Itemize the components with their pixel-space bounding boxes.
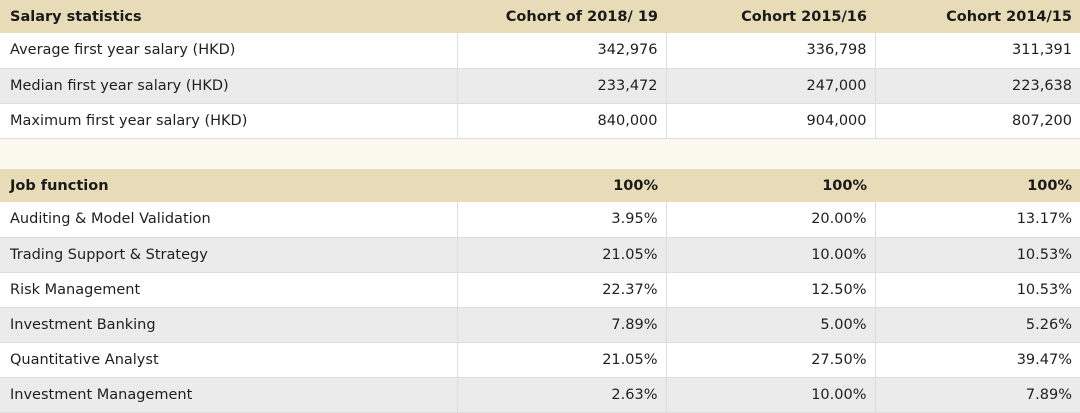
table-cell: 39.47% <box>874 342 1080 378</box>
column-header-cohort-2014-15: Cohort 2014/15 <box>946 8 1072 25</box>
table-cell: 21.05% <box>456 237 666 273</box>
table-cell: 223,638 <box>874 68 1080 104</box>
table-cell: 10.00% <box>665 237 875 273</box>
column-total-cohort-2014-15: 100% <box>1027 177 1072 194</box>
job-function-header-row: Job function 100% 100% 100% <box>0 169 1080 202</box>
table-cell: 5.26% <box>874 307 1080 343</box>
table-cell: 311,391 <box>874 33 1080 69</box>
row-label: Risk Management <box>0 272 457 308</box>
table-cell: 342,976 <box>456 33 666 69</box>
table-row: Investment Management 2.63% 10.00% 7.89% <box>0 377 1080 413</box>
table-cell: 22.37% <box>456 272 666 308</box>
table-row: Investment Banking 7.89% 5.00% 5.26% <box>0 307 1080 343</box>
table-cell: 27.50% <box>665 342 875 378</box>
salary-header-row: Salary statistics Cohort of 2018/ 19 Coh… <box>0 0 1080 33</box>
row-label: Auditing & Model Validation <box>0 202 457 238</box>
section-spacer <box>0 138 1080 169</box>
table-cell: 336,798 <box>665 33 875 69</box>
table-cell: 10.53% <box>874 272 1080 308</box>
table-cell: 10.00% <box>665 377 875 413</box>
table-row: Average first year salary (HKD) 342,976 … <box>0 33 1080 69</box>
table-cell: 7.89% <box>456 307 666 343</box>
table-row: Auditing & Model Validation 3.95% 20.00%… <box>0 202 1080 238</box>
row-label: Median first year salary (HKD) <box>0 68 457 104</box>
table-cell: 840,000 <box>456 103 666 139</box>
table-cell: 7.89% <box>874 377 1080 413</box>
job-function-heading: Job function <box>10 177 109 194</box>
table-cell: 233,472 <box>456 68 666 104</box>
salary-statistics-heading: Salary statistics <box>10 8 142 25</box>
table-cell: 12.50% <box>665 272 875 308</box>
table-cell: 5.00% <box>665 307 875 343</box>
table-cell: 2.63% <box>456 377 666 413</box>
row-label: Average first year salary (HKD) <box>0 33 457 69</box>
table-row: Risk Management 22.37% 12.50% 10.53% <box>0 272 1080 308</box>
table-cell: 10.53% <box>874 237 1080 273</box>
table-row: Quantitative Analyst 21.05% 27.50% 39.47… <box>0 342 1080 378</box>
column-header-cohort-2015-16: Cohort 2015/16 <box>741 8 867 25</box>
row-label: Trading Support & Strategy <box>0 237 457 273</box>
table-row: Median first year salary (HKD) 233,472 2… <box>0 68 1080 104</box>
table-row: Trading Support & Strategy 21.05% 10.00%… <box>0 237 1080 273</box>
row-label: Investment Banking <box>0 307 457 343</box>
column-total-cohort-2015-16: 100% <box>822 177 867 194</box>
table-cell: 807,200 <box>874 103 1080 139</box>
table-cell: 20.00% <box>665 202 875 238</box>
row-label: Maximum first year salary (HKD) <box>0 103 457 139</box>
table-cell: 3.95% <box>456 202 666 238</box>
table-row: Maximum first year salary (HKD) 840,000 … <box>0 103 1080 139</box>
table-cell: 21.05% <box>456 342 666 378</box>
row-label: Investment Management <box>0 377 457 413</box>
column-total-cohort-2018-19: 100% <box>613 177 658 194</box>
spacer-cell <box>0 138 1080 169</box>
table-cell: 247,000 <box>665 68 875 104</box>
table-cell: 904,000 <box>665 103 875 139</box>
column-header-cohort-2018-19: Cohort of 2018/ 19 <box>505 8 658 25</box>
row-label: Quantitative Analyst <box>0 342 457 378</box>
table-cell: 13.17% <box>874 202 1080 238</box>
